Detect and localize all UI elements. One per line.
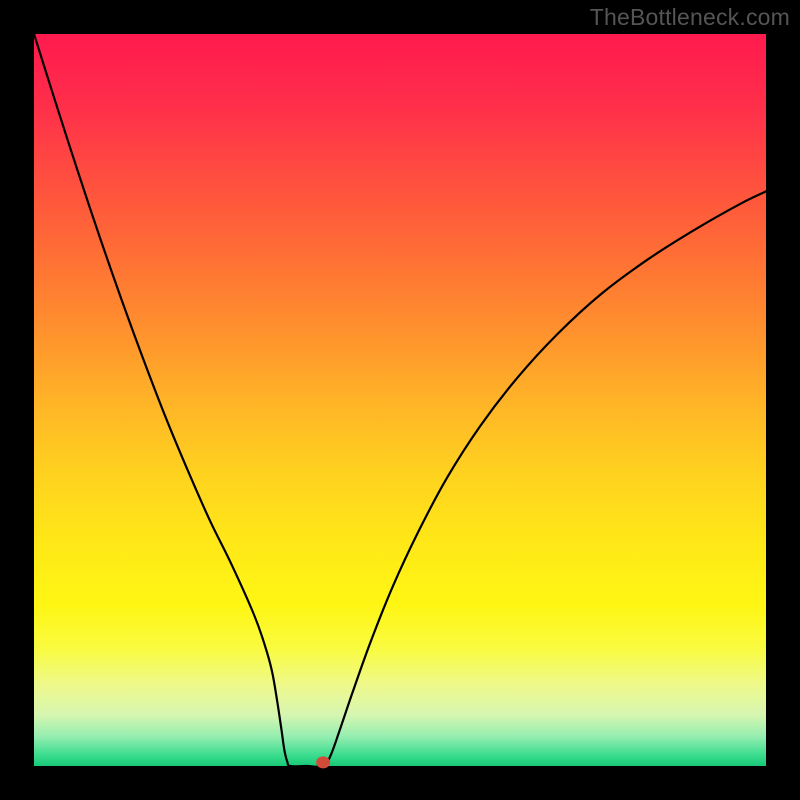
watermark-text: TheBottleneck.com <box>590 4 790 31</box>
plot-background <box>34 34 766 766</box>
chart-frame: TheBottleneck.com <box>0 0 800 800</box>
bottleneck-curve-chart <box>0 0 800 800</box>
minimum-marker <box>316 756 330 768</box>
